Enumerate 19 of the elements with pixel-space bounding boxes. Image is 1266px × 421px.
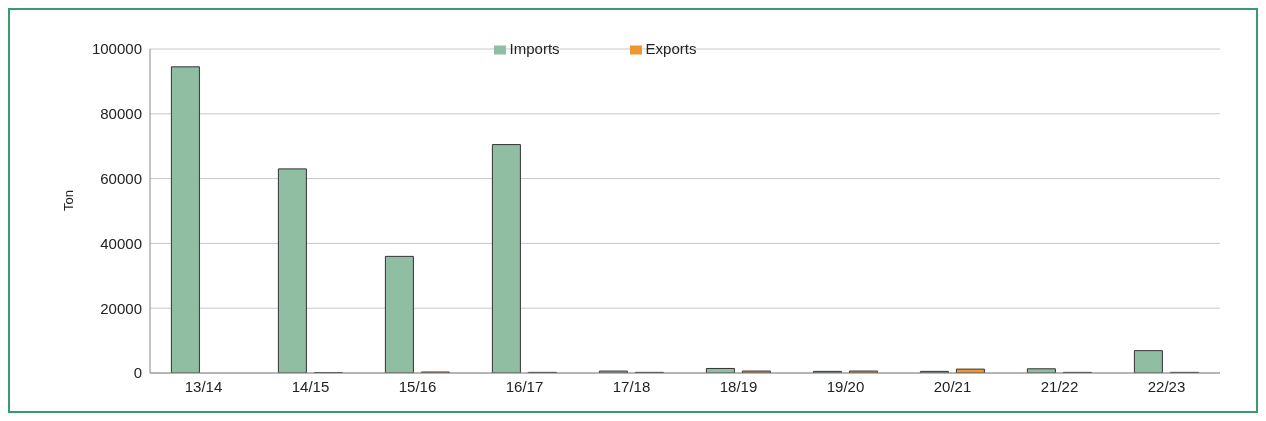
x-tick-label: 22/23 bbox=[1147, 377, 1186, 395]
legend-label: Exports bbox=[645, 40, 697, 57]
y-tick-label: 0 bbox=[133, 364, 142, 382]
legend-label: Imports bbox=[509, 40, 560, 57]
x-tick-label: 20/21 bbox=[933, 377, 972, 395]
x-tick-label: 17/18 bbox=[612, 377, 651, 395]
x-tick-label: 18/19 bbox=[719, 377, 758, 395]
y-tick-label: 20000 bbox=[100, 299, 142, 317]
y-tick-label: 80000 bbox=[100, 105, 142, 123]
x-tick-label: 16/17 bbox=[505, 377, 544, 395]
x-tick-label: 14/15 bbox=[291, 377, 330, 395]
y-axis-title: Ton bbox=[60, 190, 76, 211]
y-tick-label: 60000 bbox=[100, 169, 142, 187]
x-tick-label: 19/20 bbox=[826, 377, 865, 395]
x-tick-label: 21/22 bbox=[1040, 377, 1079, 395]
x-tick-label: 15/16 bbox=[398, 377, 437, 395]
y-tick-label: 40000 bbox=[100, 234, 142, 252]
x-tick-label: 13/14 bbox=[184, 377, 223, 395]
y-tick-label: 100000 bbox=[91, 40, 142, 58]
